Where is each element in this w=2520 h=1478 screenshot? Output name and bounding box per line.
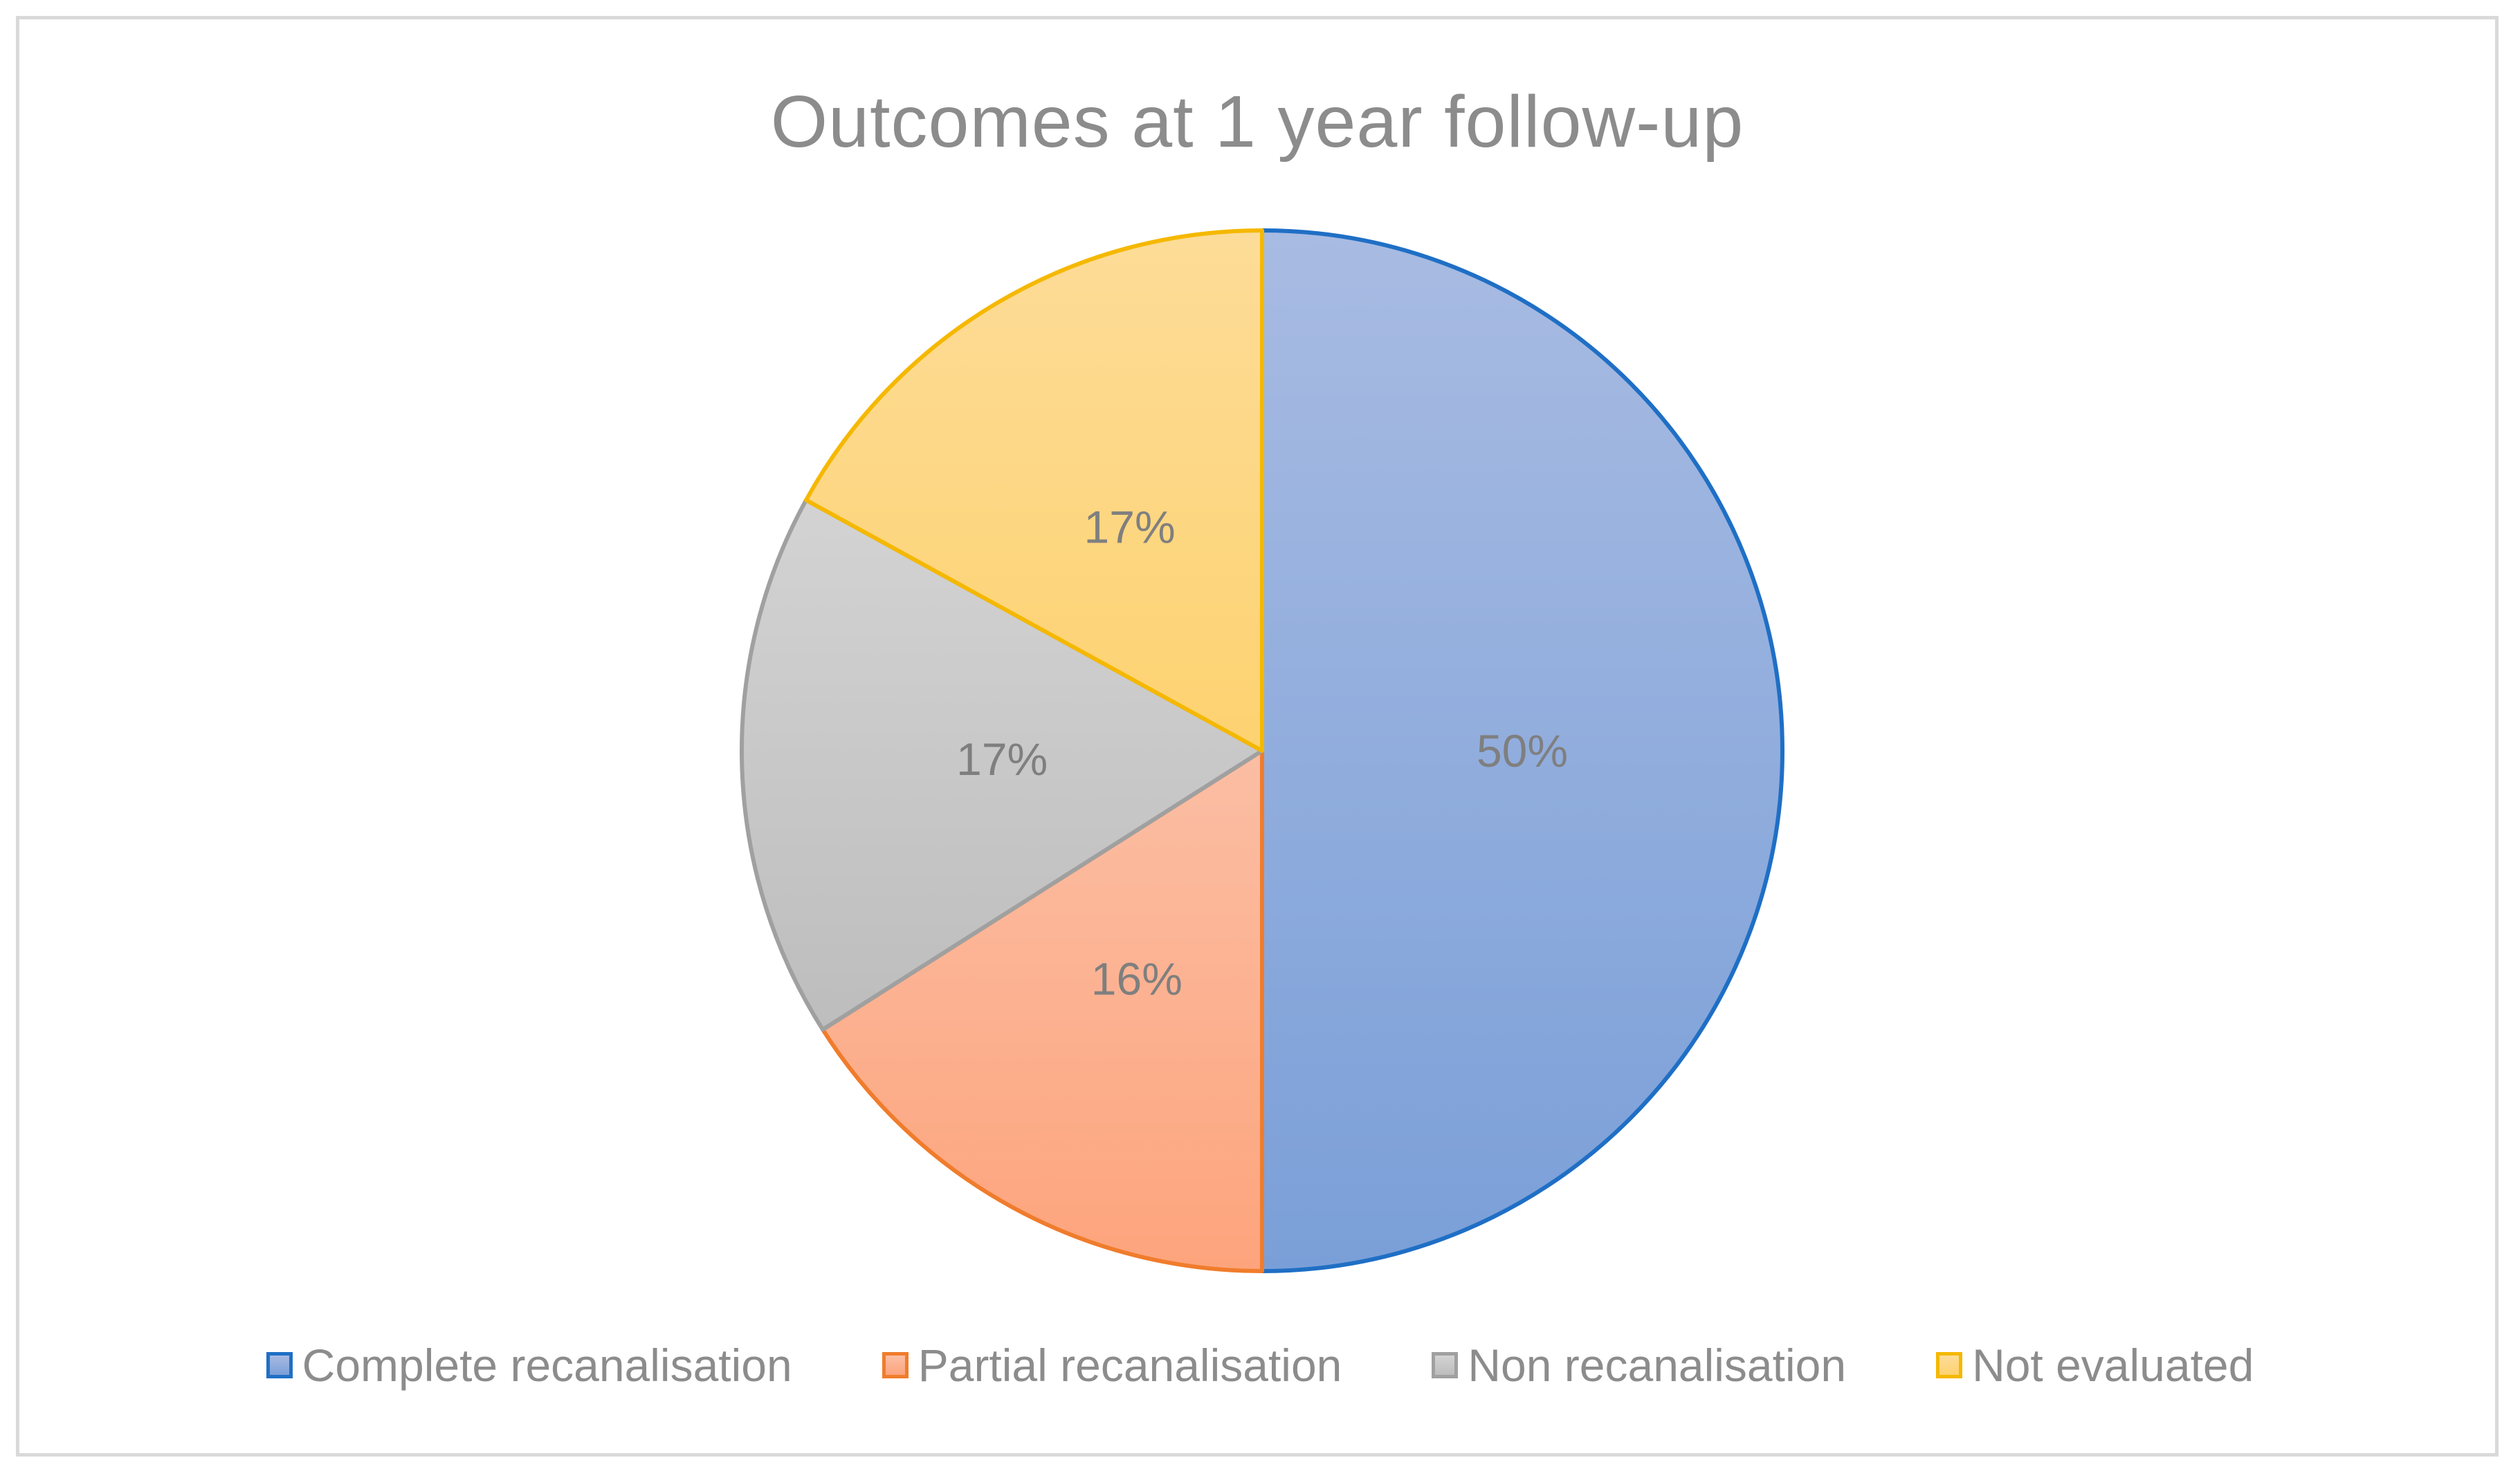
pie-slice-partial-recanalisation — [821, 749, 1264, 1273]
legend-swatch — [882, 1352, 909, 1378]
legend-label: Not evaluated — [1972, 1340, 2254, 1391]
legend-swatch — [1936, 1352, 1963, 1378]
legend-swatch — [266, 1352, 293, 1378]
legend-swatch — [1432, 1352, 1459, 1378]
legend-label: Partial recanalisation — [917, 1340, 1342, 1391]
pie-data-labels: 50% 16% 17% 17% — [956, 501, 1568, 1004]
pie-slices — [740, 228, 1784, 1273]
pie-slice-non-recanalisation — [740, 498, 1264, 1032]
data-label-complete-recanalisation: 50% — [1477, 725, 1568, 776]
data-label-not-evaluated: 17% — [1084, 501, 1176, 552]
legend-item-not-evaluated: Not evaluated — [1936, 1339, 2254, 1392]
data-label-non-recanalisation: 17% — [956, 733, 1048, 785]
chart-legend: Complete recanalisation Partial recanali… — [0, 1339, 2520, 1392]
legend-label: Non recanalisation — [1468, 1340, 1847, 1391]
data-label-partial-recanalisation: 16% — [1091, 953, 1183, 1004]
legend-item-complete-recanalisation: Complete recanalisation — [266, 1339, 792, 1392]
pie-slice-complete-recanalisation — [1260, 228, 1784, 1273]
legend-label: Complete recanalisation — [302, 1340, 792, 1391]
legend-item-non-recanalisation: Non recanalisation — [1432, 1339, 1846, 1392]
pie-slice-not-evaluated — [804, 228, 1264, 753]
chart-title: Outcomes at 1 year follow-up — [770, 81, 1744, 163]
legend-item-partial-recanalisation: Partial recanalisation — [882, 1339, 1342, 1392]
